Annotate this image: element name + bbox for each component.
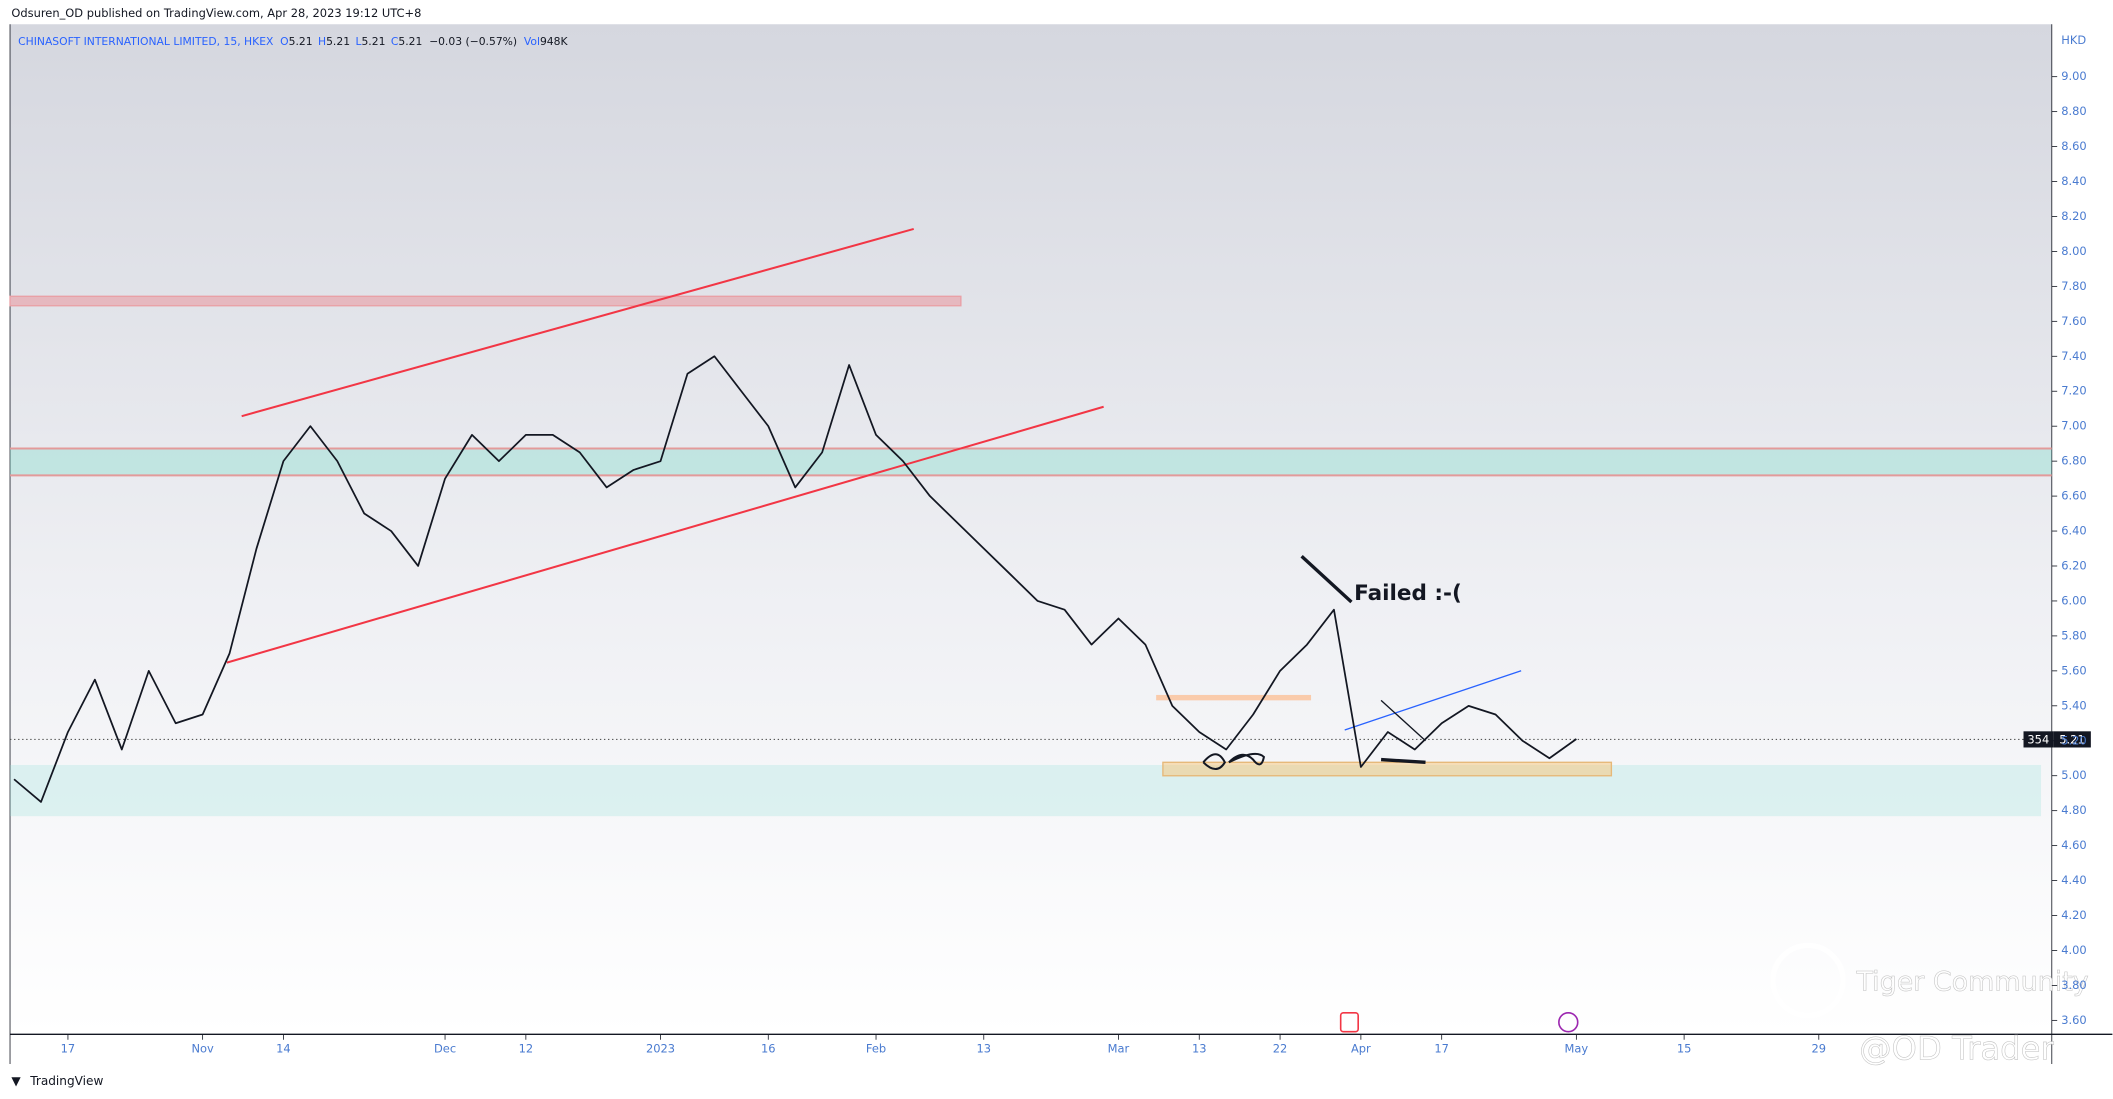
x-tick-label: 14 (276, 1042, 291, 1056)
x-tick-label: Feb (866, 1042, 886, 1056)
y-tick-label: 6.20 (2061, 558, 2086, 572)
price-line-series (13, 355, 1577, 803)
annotation: Failed :-( (1354, 581, 1462, 606)
y-tick-label: 6.80 (2061, 454, 2086, 468)
y-tick-label: 6.00 (2061, 593, 2086, 607)
y-tick-label: 7.80 (2061, 279, 2086, 293)
price-tag: 5.21 (2059, 733, 2084, 747)
x-tick-label: 12 (519, 1042, 534, 1056)
x-tick-label: 13 (1192, 1042, 1207, 1056)
x-tick-label: 2023 (646, 1042, 675, 1056)
x-tick-label: Dec (434, 1042, 456, 1056)
y-tick-label: 4.00 (2061, 943, 2086, 957)
trend-line (1344, 670, 1522, 731)
legend-change: −0.03 (−0.57%) (429, 35, 517, 48)
footer: TradingView (29, 1074, 103, 1088)
channel-top (241, 227, 915, 418)
legend-label: O (280, 35, 288, 48)
y-tick-label: 5.80 (2061, 628, 2086, 642)
y-tick-label: 4.20 (2061, 908, 2086, 922)
y-tick-label: 7.40 (2061, 349, 2086, 363)
x-tick-label: 22 (1273, 1042, 1288, 1056)
watermark: Tiger Community (1856, 967, 2089, 998)
countdown-box (2023, 731, 2054, 748)
y-tick-label: 9.00 (2061, 69, 2086, 83)
legend-label: H (318, 35, 326, 48)
y-tick-label: 7.60 (2061, 314, 2086, 328)
y-tick-label: 3.60 (2061, 1013, 2086, 1027)
legend-value: 5.21 (289, 35, 313, 48)
y-tick-label: 4.40 (2061, 873, 2086, 887)
y-tick-label: 5.20 (2061, 733, 2086, 747)
y-tick-label: 3.80 (2061, 978, 2086, 992)
flag-line (1380, 757, 1426, 764)
x-tick-label: Apr (1351, 1042, 1371, 1056)
watermark: @OD Trader (1859, 1030, 2054, 1068)
earnings-icon[interactable] (1339, 1011, 1359, 1033)
y-tick-label: 8.20 (2061, 209, 2086, 223)
y-tick-label: 8.80 (2061, 104, 2086, 118)
y-tick-label: 5.40 (2061, 698, 2086, 712)
legend: CHINASOFT INTERNATIONAL LIMITED, 15, HKE… (18, 35, 568, 48)
legend-label: L (355, 35, 361, 48)
x-tick-label: 29 (1812, 1042, 1827, 1056)
minor-zone (1156, 694, 1312, 701)
x-tick-label: 17 (1434, 1042, 1449, 1056)
y-tick-label: 8.60 (2061, 139, 2086, 153)
resistance-zone (9, 295, 962, 307)
x-tick-label: 17 (61, 1042, 76, 1056)
tv-logo: ▼ (11, 1074, 21, 1088)
y-tick-label: 4.60 (2061, 838, 2086, 852)
plot-background (10, 24, 2052, 1035)
publisher: Odsuren_OD published on TradingView.com,… (11, 6, 421, 20)
y-tick-label: 7.00 (2061, 419, 2086, 433)
channel-bottom (226, 405, 1104, 664)
legend-value: 5.21 (361, 35, 385, 48)
demand-zone (10, 764, 2042, 817)
price-box (2053, 731, 2091, 748)
x-tick-label: May (1565, 1042, 1589, 1056)
legend-label: C (391, 35, 399, 48)
watermark-logo (1770, 942, 1846, 1019)
x-tick-label: Nov (191, 1042, 214, 1056)
y-tick-label: 6.60 (2061, 489, 2086, 503)
x-tick-label: 15 (1677, 1042, 1692, 1056)
y-tick-label: 8.00 (2061, 244, 2086, 258)
countdown: 354 (2027, 733, 2049, 747)
dividend-icon[interactable] (1558, 1011, 1579, 1033)
legend-value: 948K (540, 35, 569, 48)
y-tick-label: 5.00 (2061, 768, 2086, 782)
x-tick-label: 16 (761, 1042, 776, 1056)
flag-line (1300, 554, 1353, 604)
y-tick-label: 5.60 (2061, 663, 2086, 677)
flag-line (1380, 699, 1426, 742)
y-tick-label: 4.80 (2061, 803, 2086, 817)
scribble (1202, 752, 1266, 771)
legend-value: 5.21 (326, 35, 350, 48)
y-tick-label: 7.20 (2061, 384, 2086, 398)
legend-label: Vol (524, 35, 540, 48)
currency: HKD (2061, 33, 2086, 47)
y-tick-label: 6.40 (2061, 524, 2086, 538)
support-zone (10, 448, 2052, 476)
x-tick-label: 13 (976, 1042, 991, 1056)
x-tick-label: Mar (1108, 1042, 1130, 1056)
y-tick-label: 8.40 (2061, 174, 2086, 188)
base-zone (1162, 761, 1613, 777)
legend-name: CHINASOFT INTERNATIONAL LIMITED, 15, HKE… (18, 35, 274, 48)
legend-value: 5.21 (398, 35, 422, 48)
